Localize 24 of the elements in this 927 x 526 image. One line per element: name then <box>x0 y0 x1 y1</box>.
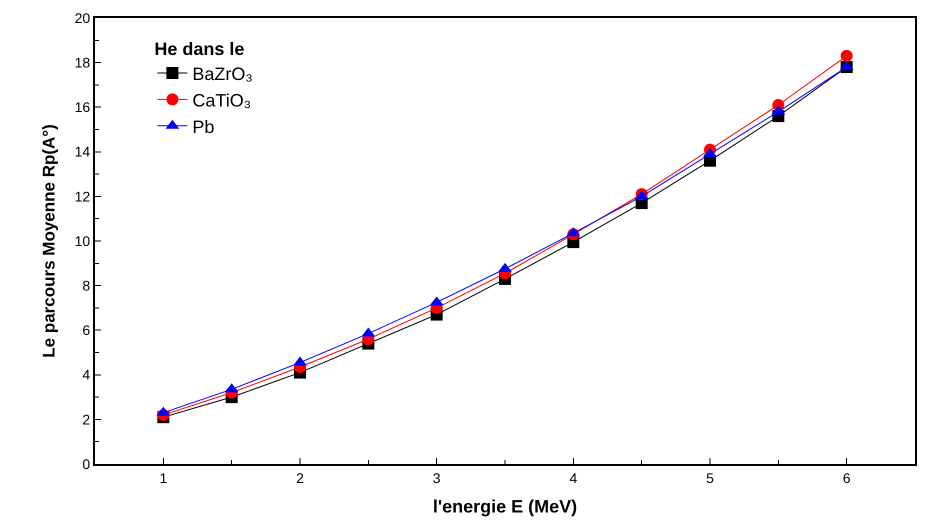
y-tick-label: 18 <box>74 54 90 70</box>
y-axis-title: Le parcours Moyenne Rp(A°) <box>40 124 59 358</box>
y-tick-label: 14 <box>74 144 90 160</box>
legend-label: Pb <box>192 116 214 137</box>
x-tick-label: 1 <box>159 470 168 486</box>
x-tick-label: 3 <box>432 470 441 486</box>
point <box>840 50 853 62</box>
y-tick-label: 10 <box>74 232 90 249</box>
x-tick-label: 2 <box>296 470 304 486</box>
legend-label: BaZrO₃ <box>192 64 253 84</box>
x-tick-label: 4 <box>569 470 578 486</box>
y-tick-label: 2 <box>82 411 90 428</box>
y-tick-label: 16 <box>74 99 90 116</box>
legend-label: CaTiO₃ <box>192 90 252 110</box>
legend-title: He dans le <box>154 38 244 59</box>
y-tick-label: 20 <box>74 10 90 26</box>
x-tick-label: 5 <box>706 470 714 486</box>
y-tick-label: 0 <box>82 456 90 472</box>
x-tick-label: 6 <box>842 470 851 486</box>
x-axis-title: l'energie E (MeV) <box>432 496 578 516</box>
y-tick-label: 6 <box>82 322 90 338</box>
y-tick-label: 4 <box>82 366 90 383</box>
y-tick-label: 8 <box>82 278 90 294</box>
y-tick-label: 12 <box>74 188 90 204</box>
